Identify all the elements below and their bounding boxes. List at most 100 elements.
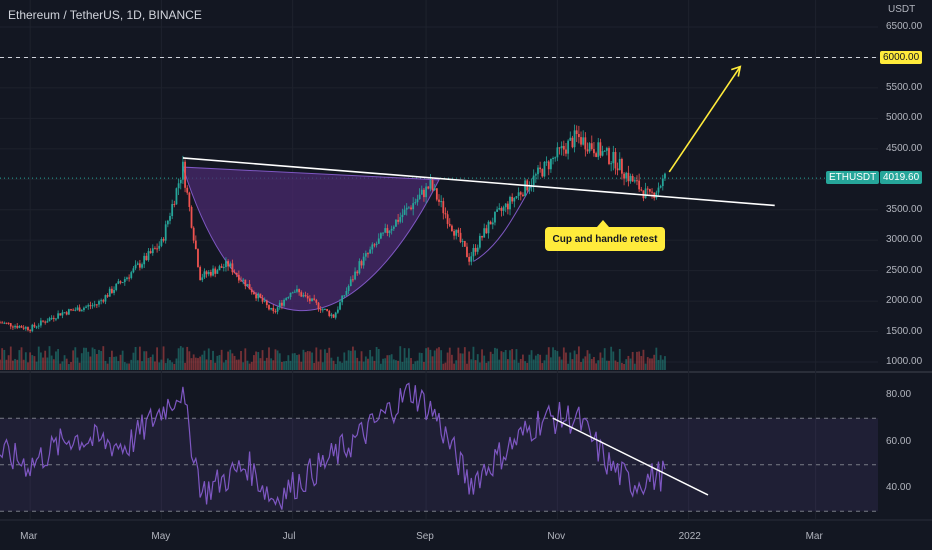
- volume-bar: [237, 359, 240, 370]
- candle-body: [474, 247, 477, 252]
- candle-body: [515, 196, 518, 198]
- candle-body: [93, 304, 96, 306]
- volume-bar: [653, 354, 656, 370]
- candle-body: [33, 324, 36, 327]
- candle-body: [463, 241, 466, 247]
- volume-bar: [500, 351, 503, 370]
- volume-bar: [298, 354, 301, 370]
- candle-body: [603, 150, 606, 152]
- candle-body: [207, 271, 210, 275]
- annotation-callout: Cup and handle retest: [545, 220, 665, 251]
- rsi-tick-label: 60.00: [886, 435, 912, 447]
- candle-body: [614, 151, 617, 169]
- candle-body: [83, 307, 85, 311]
- candle-body: [537, 167, 539, 175]
- candle-body: [442, 201, 445, 214]
- volume-bar: [541, 363, 544, 370]
- volume-bar: [276, 350, 279, 370]
- candle-body: [16, 325, 19, 328]
- candle-body: [334, 312, 337, 318]
- volume-bar: [459, 353, 462, 370]
- volume-bar: [455, 360, 458, 370]
- candle-body: [343, 295, 346, 297]
- price-tick-label: 5000.00: [886, 112, 923, 124]
- time-tick-label: Nov: [547, 531, 566, 542]
- volume-bar: [386, 355, 389, 370]
- candle-body: [164, 224, 167, 241]
- candle-body: [534, 174, 537, 176]
- candle-body: [173, 204, 176, 206]
- volume-bar: [220, 349, 223, 370]
- candle-body: [382, 232, 384, 234]
- candle-body: [179, 179, 182, 184]
- candle-body: [358, 261, 361, 274]
- volume-bar: [194, 357, 197, 370]
- candle-body: [659, 186, 662, 188]
- volume-bar: [593, 357, 595, 370]
- candle-body: [399, 217, 402, 222]
- candle-body: [154, 248, 156, 250]
- candle-body: [640, 189, 643, 191]
- volume-bar: [27, 362, 29, 370]
- candle-body: [324, 308, 326, 310]
- candle-body: [141, 264, 143, 268]
- candle-body: [156, 248, 158, 250]
- volume-bar: [504, 350, 507, 370]
- volume-bar: [644, 363, 647, 370]
- rsi-trendline: [552, 417, 709, 496]
- price-tick-label: 1000.00: [886, 356, 923, 367]
- candle-body: [39, 320, 42, 326]
- candle-body: [78, 307, 81, 312]
- volume-bar: [648, 358, 651, 370]
- volume-bar: [345, 360, 348, 370]
- candle-body: [356, 271, 359, 274]
- volume-bar: [560, 359, 563, 370]
- volume-bar: [629, 358, 632, 370]
- volume-bar: [300, 361, 303, 370]
- volume-bar: [115, 356, 118, 370]
- candle-body: [278, 302, 281, 308]
- candle-body: [134, 264, 137, 269]
- candle-body: [263, 300, 266, 302]
- candle-body: [108, 288, 111, 297]
- candle-body: [339, 302, 341, 310]
- volume-bar: [319, 349, 322, 370]
- volume-bar: [145, 351, 148, 370]
- candle-body: [457, 229, 460, 233]
- volume-bar: [474, 360, 477, 370]
- volume-bar: [134, 346, 137, 370]
- volume-bar: [616, 362, 619, 370]
- candle-body: [220, 266, 223, 268]
- volume-bar: [539, 354, 542, 370]
- candle-body: [130, 272, 133, 278]
- candle-body: [48, 318, 51, 322]
- candle-body: [472, 247, 475, 257]
- candle-body: [420, 189, 423, 195]
- candle-body: [12, 326, 14, 328]
- volume-bar: [621, 362, 623, 370]
- candle-body: [403, 209, 406, 215]
- volume-bar: [0, 359, 1, 370]
- volume-bar: [272, 360, 275, 370]
- volume-bar: [289, 360, 292, 370]
- candle-body: [483, 228, 486, 238]
- volume-bar: [328, 347, 331, 370]
- candle-body: [476, 247, 479, 252]
- candle-body: [171, 204, 174, 217]
- volume-bar: [89, 356, 92, 370]
- volume-bar: [278, 353, 281, 370]
- volume-bar: [655, 347, 658, 370]
- volume-bar: [46, 357, 49, 370]
- candle-body: [119, 281, 122, 283]
- volume-bar: [446, 352, 449, 370]
- volume-bar: [347, 350, 350, 370]
- candle-body: [552, 157, 554, 159]
- volume-bar: [610, 346, 613, 370]
- candle-body: [487, 221, 490, 234]
- volume-bar: [31, 355, 34, 370]
- candle-body: [556, 147, 559, 158]
- neckline-trendline: [182, 157, 775, 207]
- candle-body: [205, 271, 208, 275]
- candle-body: [644, 188, 647, 199]
